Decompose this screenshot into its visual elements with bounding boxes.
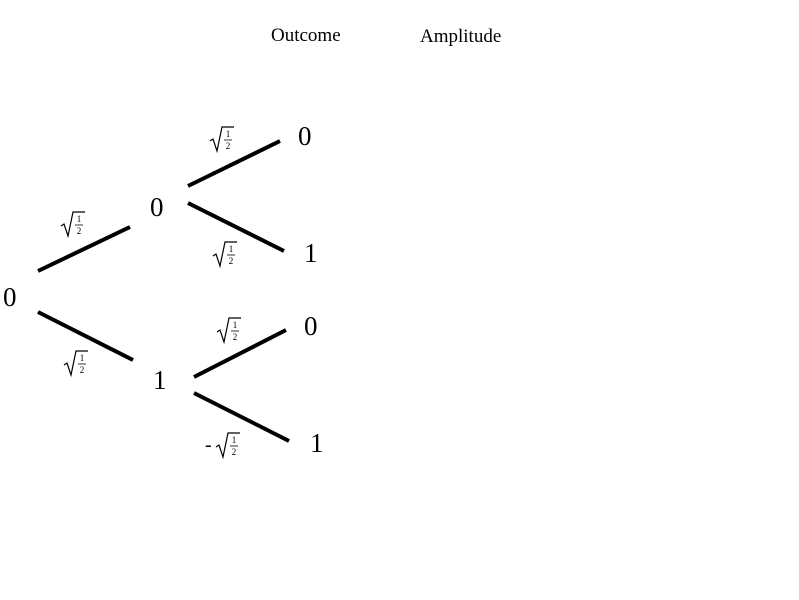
node-level1-1: 1 — [153, 365, 167, 395]
amplitude-sign: - — [205, 434, 212, 456]
fraction-numerator: 1 — [233, 320, 238, 330]
edge-0-to-00 — [187, 139, 281, 188]
node-level2-2: 0 — [304, 311, 318, 341]
fraction-numerator: 1 — [226, 129, 231, 139]
sqrt-half-symbol: 12 — [212, 241, 237, 269]
edge-1-to-10 — [193, 328, 287, 379]
fraction-denominator: 2 — [233, 332, 238, 342]
fraction-denominator: 2 — [80, 365, 85, 375]
fraction-numerator: 1 — [77, 214, 82, 224]
fraction-denominator: 2 — [231, 447, 236, 457]
fraction-numerator: 1 — [80, 353, 85, 363]
node-level1-0: 0 — [150, 192, 164, 222]
node-level2-1: 1 — [304, 238, 318, 268]
fraction-denominator: 2 — [226, 141, 231, 151]
sqrt-half-symbol: 12 — [63, 350, 88, 378]
sqrt-half-symbol: 12 — [209, 126, 234, 154]
node-level2-3: 1 — [310, 428, 324, 458]
amplitude-header: Amplitude — [420, 26, 502, 47]
sqrt-half-symbol: 12 — [216, 317, 241, 345]
fraction-numerator: 1 — [229, 244, 234, 254]
sqrt-half-symbol: 12 — [60, 211, 85, 239]
root-node: 0 — [3, 282, 17, 312]
outcome-header: Outcome — [271, 25, 341, 46]
fraction-denominator: 2 — [77, 226, 82, 236]
fraction-denominator: 2 — [229, 256, 234, 266]
edge-1-to-11 — [193, 391, 290, 443]
edge-0-to-01 — [187, 201, 285, 253]
fraction-numerator: 1 — [231, 435, 236, 445]
edge-root-to-0 — [37, 225, 131, 273]
edge-root-to-1 — [37, 310, 134, 362]
node-level2-0: 0 — [298, 121, 312, 151]
sqrt-half-symbol: 12 — [215, 432, 240, 460]
